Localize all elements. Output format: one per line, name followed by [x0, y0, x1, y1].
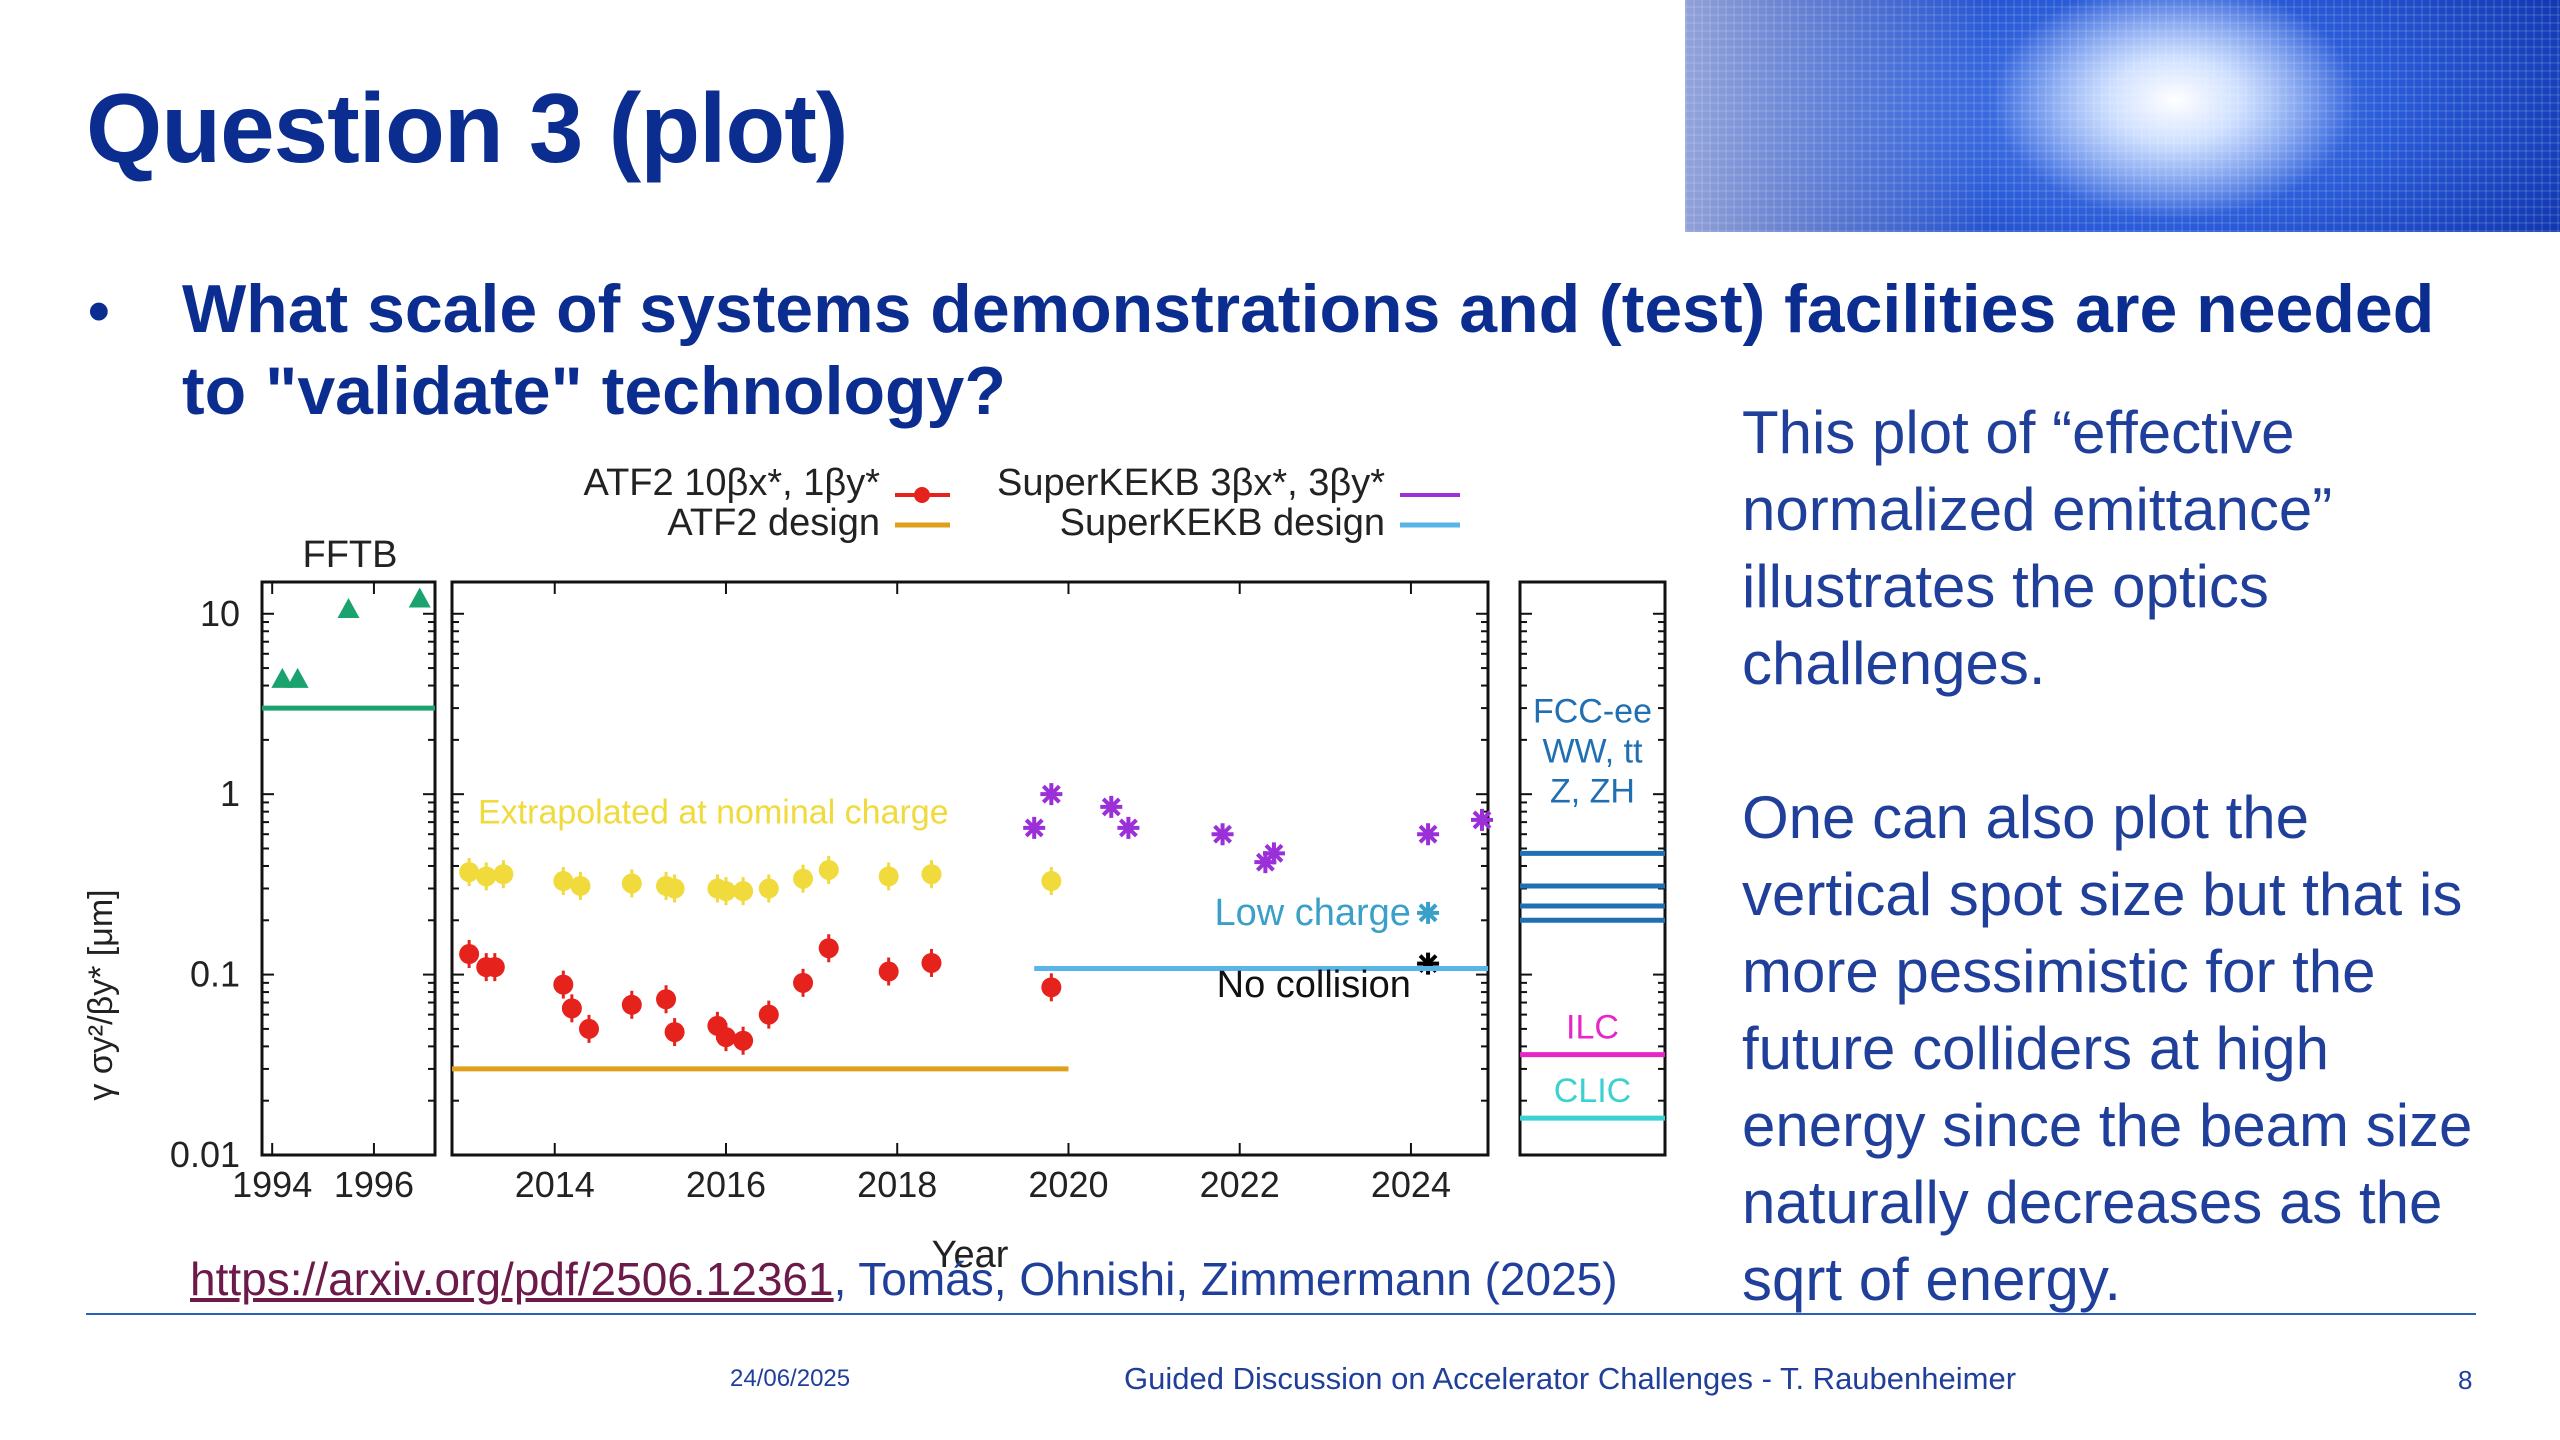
data-point	[476, 866, 497, 887]
data-point	[408, 587, 431, 608]
panel-frame-FFTB	[260, 580, 437, 1157]
data-point	[621, 994, 642, 1015]
y-axis-ticks: 0.01 0.1 1 10	[170, 593, 240, 1175]
data-point	[758, 1004, 779, 1025]
data-point	[459, 944, 480, 965]
y-tick-label: 0.1	[190, 954, 240, 995]
y-tick-label: 1	[220, 773, 240, 814]
slide-title: Question 3 (plot)	[86, 73, 848, 183]
data-point	[793, 868, 814, 889]
emittance-plot: ATF2 10βx*, 1βy* ATF2 design SuperKEKB 3…	[40, 455, 1720, 1276]
chart-marks	[262, 587, 1665, 1121]
header-banner-image	[1685, 0, 2560, 232]
legend-label-superkekb-design: SuperKEKB design	[1060, 502, 1385, 544]
page-number: 8	[2458, 1365, 2473, 1395]
plot-legend: ATF2 10βx*, 1βy* ATF2 design SuperKEKB 3…	[584, 462, 1460, 544]
citation: https://arxiv.org/pdf/2506.12361, Tomás,…	[190, 1252, 1618, 1306]
panel-title-fftb: FFTB	[303, 534, 398, 576]
data-point	[1417, 823, 1440, 846]
annotation-low-charge: Low charge	[1214, 892, 1410, 934]
data-point	[337, 597, 360, 618]
banner-fade	[1685, 0, 2560, 232]
data-point	[286, 667, 309, 688]
bullet-question: What scale of systems demonstrations and…	[182, 271, 2435, 429]
data-point	[733, 1030, 754, 1051]
data-point	[1262, 842, 1285, 865]
annotation-extrapolated: Extrapolated at nominal charge	[478, 794, 949, 832]
data-point	[493, 864, 514, 885]
data-point	[1417, 952, 1440, 975]
legend-label-atf2: ATF2 10βx*, 1βy*	[584, 462, 881, 504]
data-point	[664, 1022, 685, 1043]
annotation-clic: CLIC	[1554, 1072, 1631, 1110]
emittance-plot-svg: ATF2 10βx*, 1βy* ATF2 design SuperKEKB 3…	[82, 462, 1667, 1276]
x-tick-label: 1996	[334, 1164, 414, 1205]
data-point	[1417, 901, 1440, 924]
side-explanation: This plot of “effective normalized emitt…	[1742, 399, 2473, 1313]
data-point	[1041, 871, 1062, 892]
legend-label-superkekb: SuperKEKB 3βx*, 3βy*	[997, 462, 1385, 504]
annotation-fcc: Z, ZH	[1550, 772, 1635, 810]
data-point	[553, 974, 574, 995]
data-point	[793, 972, 814, 993]
panel-frames	[260, 580, 1667, 1157]
chart-annotations: Extrapolated at nominal charge Low charge…	[478, 692, 1652, 1110]
data-point	[1041, 977, 1062, 998]
data-point	[1471, 808, 1493, 831]
footer-date: 24/06/2025	[730, 1365, 851, 1392]
data-point	[1254, 851, 1277, 874]
data-point	[878, 866, 899, 887]
annotation-fcc: WW, tt	[1542, 732, 1643, 770]
data-point	[818, 938, 839, 959]
x-axis-ticks: 1994 1996 2014 2016 2018 2020 2022 2024	[232, 582, 1451, 1205]
data-point	[664, 878, 685, 899]
data-point	[733, 881, 754, 902]
x-tick-label: 2020	[1028, 1164, 1108, 1205]
panel-frame-future	[1518, 580, 1667, 1157]
data-point	[570, 875, 591, 896]
data-point	[484, 957, 505, 978]
data-point	[553, 871, 574, 892]
data-point	[578, 1018, 599, 1039]
data-point	[621, 873, 642, 894]
data-point	[818, 859, 839, 880]
footer-divider	[86, 1313, 2476, 1315]
y-tick-label: 0.01	[170, 1134, 240, 1175]
panel-frame-main	[450, 580, 1490, 1157]
data-point	[656, 989, 677, 1010]
x-tick-label: 1994	[232, 1164, 312, 1205]
data-point	[921, 952, 942, 973]
data-point	[715, 1027, 736, 1048]
data-point	[561, 998, 582, 1019]
legend-marker-atf2	[914, 487, 930, 503]
x-tick-label: 2018	[857, 1164, 937, 1205]
data-point	[459, 862, 480, 883]
data-point	[758, 878, 779, 899]
x-axis-label: Year	[932, 1234, 1009, 1275]
data-point	[1100, 795, 1123, 818]
data-point	[271, 667, 294, 688]
data-point	[878, 961, 899, 982]
x-tick-label: 2014	[515, 1164, 595, 1205]
x-tick-label: 2022	[1200, 1164, 1280, 1205]
data-point	[1211, 823, 1234, 846]
y-axis-label: γ σy²/βy* [μm]	[82, 889, 120, 1100]
y-tick-label: 10	[200, 593, 240, 634]
data-point	[921, 864, 942, 885]
x-tick-label: 2016	[686, 1164, 766, 1205]
x-tick-label: 2024	[1371, 1164, 1451, 1205]
annotation-no-collision: No collision	[1217, 964, 1411, 1006]
citation-authors: , Tomás, Ohnishi, Zimmermann (2025)	[833, 1253, 1618, 1305]
bullet-dot: •	[88, 277, 110, 346]
arxiv-link[interactable]: https://arxiv.org/pdf/2506.12361	[190, 1253, 834, 1305]
data-point	[1040, 783, 1063, 806]
footer-title: Guided Discussion on Accelerator Challen…	[1124, 1361, 2017, 1396]
data-point	[715, 881, 736, 902]
data-point	[1117, 816, 1140, 839]
data-point	[1023, 816, 1046, 839]
annotation-fcc: FCC-ee	[1533, 692, 1652, 730]
legend-label-atf2-design: ATF2 design	[667, 502, 880, 544]
annotation-ilc: ILC	[1566, 1009, 1619, 1047]
